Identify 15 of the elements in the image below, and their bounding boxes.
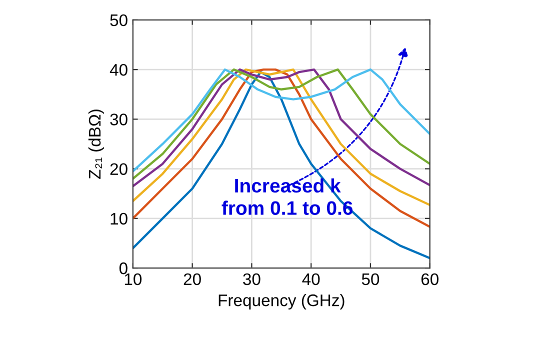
y-tick-label: 10 — [110, 212, 128, 225]
x-axis-title: Frequency (GHz) — [218, 294, 344, 310]
x-tick-label: 50 — [362, 273, 380, 286]
line-series — [132, 70, 430, 260]
x-tick-label: 20 — [184, 273, 201, 286]
y-tick-label: 50 — [110, 14, 128, 26]
x-tick-label: 40 — [302, 273, 320, 286]
x-tick-label: 30 — [243, 273, 260, 286]
y-tick-label: 0 — [119, 262, 128, 274]
y-axis-title: Z₂₁ (dBΩ) — [88, 110, 104, 179]
y-tick-label: 20 — [110, 163, 128, 175]
x-tick-label: 10 — [124, 273, 142, 286]
y-tick-label: 30 — [110, 114, 128, 126]
y-tick-label: 40 — [110, 64, 128, 76]
x-tick-label: 60 — [421, 273, 438, 286]
